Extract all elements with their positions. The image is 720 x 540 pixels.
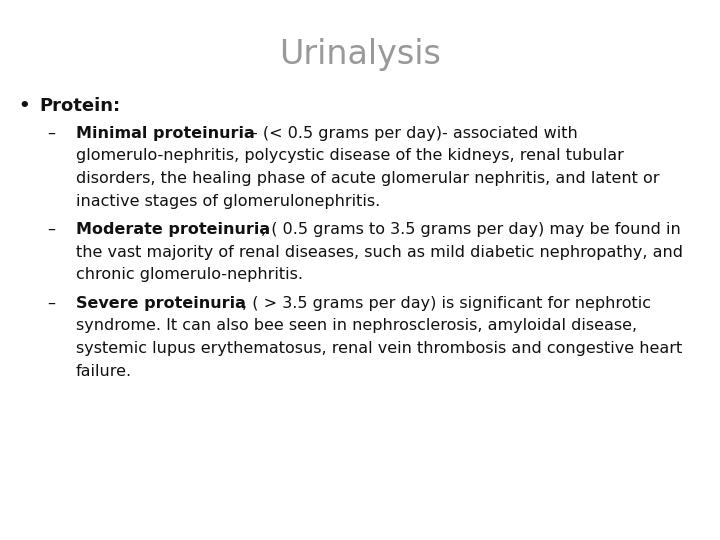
Text: Moderate proteinuria: Moderate proteinuria	[76, 222, 270, 237]
Text: •: •	[18, 97, 30, 115]
Text: –: –	[47, 296, 55, 310]
Text: –: –	[47, 126, 55, 140]
Text: systemic lupus erythematosus, renal vein thrombosis and congestive heart: systemic lupus erythematosus, renal vein…	[76, 341, 682, 356]
Text: Protein:: Protein:	[40, 97, 121, 115]
Text: syndrome. It can also bee seen in nephrosclerosis, amyloidal disease,: syndrome. It can also bee seen in nephro…	[76, 319, 636, 333]
Text: - (< 0.5 grams per day)- associated with: - (< 0.5 grams per day)- associated with	[251, 126, 577, 140]
Text: –: –	[47, 222, 55, 237]
Text: disorders, the healing phase of acute glomerular nephritis, and latent or: disorders, the healing phase of acute gl…	[76, 171, 659, 186]
Text: glomerulo-nephritis, polycystic disease of the kidneys, renal tubular: glomerulo-nephritis, polycystic disease …	[76, 148, 624, 163]
Text: chronic glomerulo-nephritis.: chronic glomerulo-nephritis.	[76, 267, 302, 282]
Text: inactive stages of glomerulonephritis.: inactive stages of glomerulonephritis.	[76, 194, 380, 208]
Text: Minimal proteinuria: Minimal proteinuria	[76, 126, 254, 140]
Text: , ( > 3.5 grams per day) is significant for nephrotic: , ( > 3.5 grams per day) is significant …	[243, 296, 652, 310]
Text: Severe proteinuria: Severe proteinuria	[76, 296, 246, 310]
Text: the vast majority of renal diseases, such as mild diabetic nephropathy, and: the vast majority of renal diseases, suc…	[76, 245, 683, 260]
Text: failure.: failure.	[76, 364, 132, 379]
Text: Urinalysis: Urinalysis	[279, 38, 441, 71]
Text: , ( 0.5 grams to 3.5 grams per day) may be found in: , ( 0.5 grams to 3.5 grams per day) may …	[261, 222, 680, 237]
